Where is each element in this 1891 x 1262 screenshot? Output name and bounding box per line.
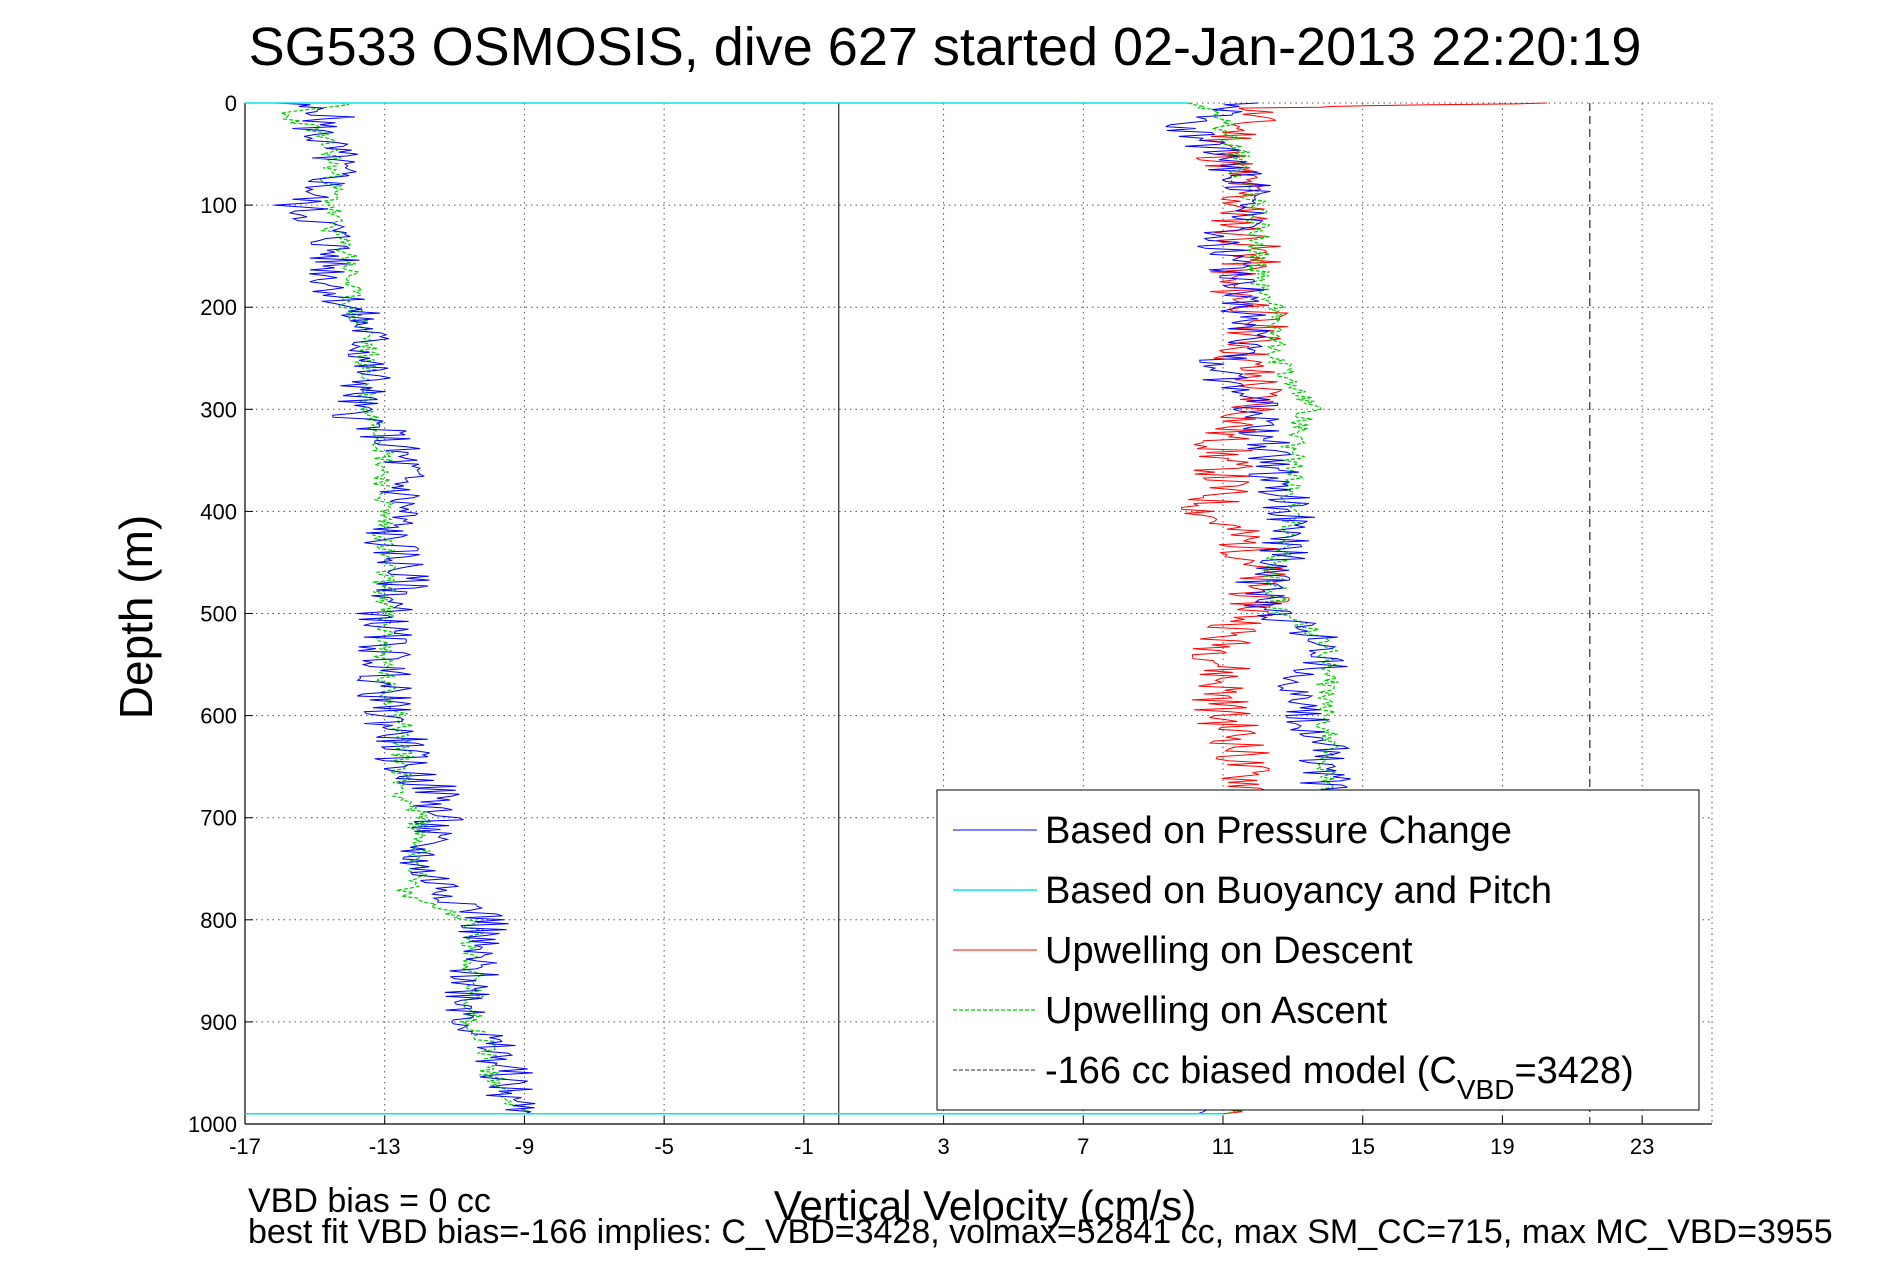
x-tick-label: -9: [515, 1134, 535, 1159]
legend: Based on Pressure Change Based on Buoyanc…: [936, 789, 1700, 1111]
y-axis-label: Depth (m): [110, 515, 162, 719]
x-tick-label: 7: [1077, 1134, 1089, 1159]
y-tick-label: 0: [225, 91, 237, 116]
y-tick-label: 200: [200, 295, 237, 320]
y-tick-label: 400: [200, 499, 237, 524]
x-tick-label: 15: [1350, 1134, 1374, 1159]
legend-entry-3: Upwelling on Ascent: [1045, 990, 1388, 1032]
x-axis-label: Vertical Velocity (cm/s): [774, 1182, 1196, 1229]
y-tick-label: 900: [200, 1010, 237, 1035]
x-tick-label: 3: [937, 1134, 949, 1159]
legend-tail: =3428): [1514, 1050, 1633, 1092]
chart-title: SG533 OSMOSIS, dive 627 started 02-Jan-2…: [249, 17, 1642, 77]
y-tick-label: 700: [200, 806, 237, 831]
x-tick-label: -5: [654, 1134, 674, 1159]
y-tick-label: 300: [200, 397, 237, 422]
footer-vbd-bias: VBD bias = 0 cc: [248, 1182, 491, 1220]
x-tick-label: 23: [1630, 1134, 1654, 1159]
series-pressure-change-descent: [274, 102, 536, 1115]
x-tick-label: -17: [229, 1134, 261, 1159]
x-tick-label: 19: [1490, 1134, 1514, 1159]
legend-entry-1: Based on Buoyancy and Pitch: [1045, 870, 1552, 912]
footer-best-fit: best fit VBD bias=-166 implies: C_VBD=34…: [248, 1213, 1833, 1251]
y-tick-label: 800: [200, 908, 237, 933]
legend-subscript: VBD: [1457, 1074, 1515, 1105]
y-tick-label: 100: [200, 193, 237, 218]
legend-entry-2: Upwelling on Descent: [1045, 930, 1413, 972]
x-tick-label: 11: [1212, 1134, 1235, 1159]
y-tick-label: 500: [200, 602, 237, 627]
x-tick-label: -13: [369, 1134, 401, 1159]
y-tick-label: 600: [200, 704, 237, 729]
legend-entry-0: Based on Pressure Change: [1045, 810, 1512, 852]
legend-box: [936, 789, 1700, 1111]
y-tick-label: 1000: [188, 1112, 237, 1137]
series-upwelling-ascent-descent-branch: [280, 102, 533, 1115]
x-tick-label: -1: [794, 1134, 814, 1159]
